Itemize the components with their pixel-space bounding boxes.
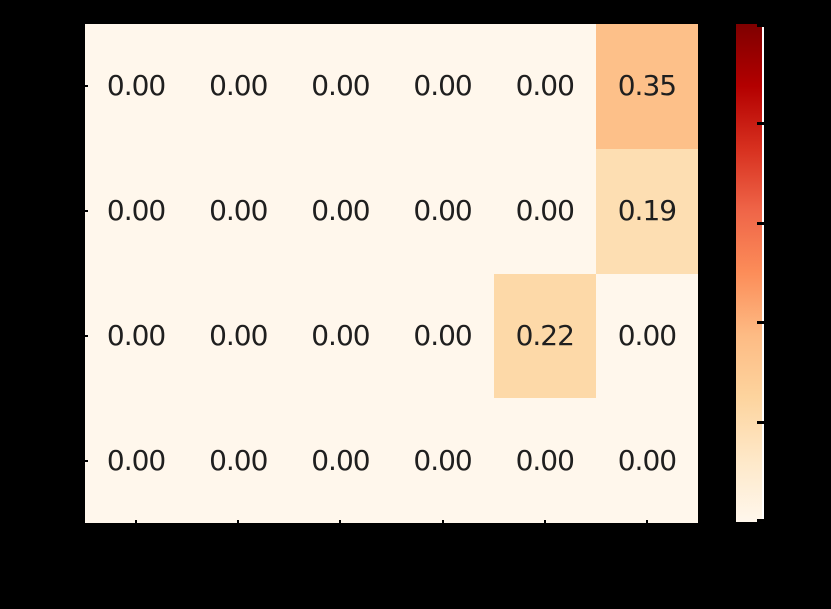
cell-annotation: 0.00 <box>515 69 575 103</box>
y-tick <box>81 459 88 462</box>
heatmap-cell: 0.00 <box>595 273 698 399</box>
cell-annotation: 0.35 <box>617 69 677 103</box>
heatmap-cell: 0.00 <box>187 398 290 523</box>
colorbar-tick <box>757 24 766 27</box>
heatmap-cell: 0.22 <box>493 273 596 399</box>
colorbar-tick <box>757 519 766 522</box>
x-tick <box>237 520 240 527</box>
heatmap-cell: 0.19 <box>595 148 698 274</box>
cell-annotation: 0.00 <box>311 69 370 103</box>
colorbar-spine <box>762 24 764 522</box>
heatmap-cell: 0.00 <box>187 273 290 399</box>
heatmap-cell: 0.00 <box>493 398 596 523</box>
heatmap-cell: 0.00 <box>493 24 596 149</box>
heatmap-cell: 0.00 <box>85 24 188 149</box>
cell-annotation: 0.00 <box>515 194 575 228</box>
heatmap-cell: 0.00 <box>85 273 188 399</box>
colorbar-tick <box>757 122 766 126</box>
cell-annotation: 0.00 <box>311 194 370 228</box>
cell-annotation: 0.00 <box>311 443 370 477</box>
heatmap-cell: 0.00 <box>85 398 188 523</box>
heatmap-cell: 0.00 <box>391 24 494 149</box>
heatmap-cell: 0.00 <box>85 148 188 274</box>
heatmap-cell: 0.00 <box>391 148 494 274</box>
colorbar-tick <box>757 321 766 325</box>
y-tick <box>81 85 88 88</box>
x-tick <box>135 520 138 527</box>
heatmap-cell: 0.00 <box>289 398 392 523</box>
cell-annotation: 0.00 <box>106 194 166 228</box>
cell-annotation: 0.22 <box>515 318 575 352</box>
heatmap-cell: 0.00 <box>391 398 494 523</box>
heatmap-cell: 0.00 <box>289 24 392 149</box>
cell-annotation: 0.00 <box>209 194 268 228</box>
heatmap-cell: 0.35 <box>595 24 698 149</box>
heatmap-cell: 0.00 <box>493 148 596 274</box>
cell-annotation: 0.00 <box>413 318 472 352</box>
cell-annotation: 0.00 <box>106 443 166 477</box>
colorbar-tick <box>757 221 766 225</box>
heatmap-cell: 0.00 <box>595 398 698 523</box>
cell-annotation: 0.00 <box>413 69 472 103</box>
cell-annotation: 0.00 <box>515 443 575 477</box>
cell-annotation: 0.00 <box>106 318 166 352</box>
cell-annotation: 0.00 <box>209 443 268 477</box>
y-tick <box>81 210 88 213</box>
cell-annotation: 0.19 <box>617 194 677 228</box>
cell-annotation: 0.00 <box>311 318 370 352</box>
cell-annotation: 0.00 <box>413 443 472 477</box>
cell-annotation: 0.00 <box>617 443 677 477</box>
y-tick <box>81 334 88 337</box>
heatmap-cell: 0.00 <box>391 273 494 399</box>
x-tick <box>645 520 648 527</box>
heatmap-cell: 0.00 <box>289 273 392 399</box>
x-tick <box>441 520 444 527</box>
colorbar <box>736 24 762 522</box>
x-tick <box>543 520 546 527</box>
cell-annotation: 0.00 <box>209 318 268 352</box>
cell-annotation: 0.00 <box>413 194 472 228</box>
heatmap-cell: 0.00 <box>289 148 392 274</box>
heatmap-cell: 0.00 <box>187 24 290 149</box>
heatmap-cell: 0.00 <box>187 148 290 274</box>
cell-annotation: 0.00 <box>106 69 166 103</box>
cell-annotation: 0.00 <box>209 69 268 103</box>
cell-annotation: 0.00 <box>617 318 677 352</box>
colorbar-tick <box>757 420 766 424</box>
heatmap: 0.00 0.00 0.00 0.00 0.00 0.35 0.00 0.00 0.00 0.00… <box>85 24 698 523</box>
x-tick <box>339 520 342 527</box>
